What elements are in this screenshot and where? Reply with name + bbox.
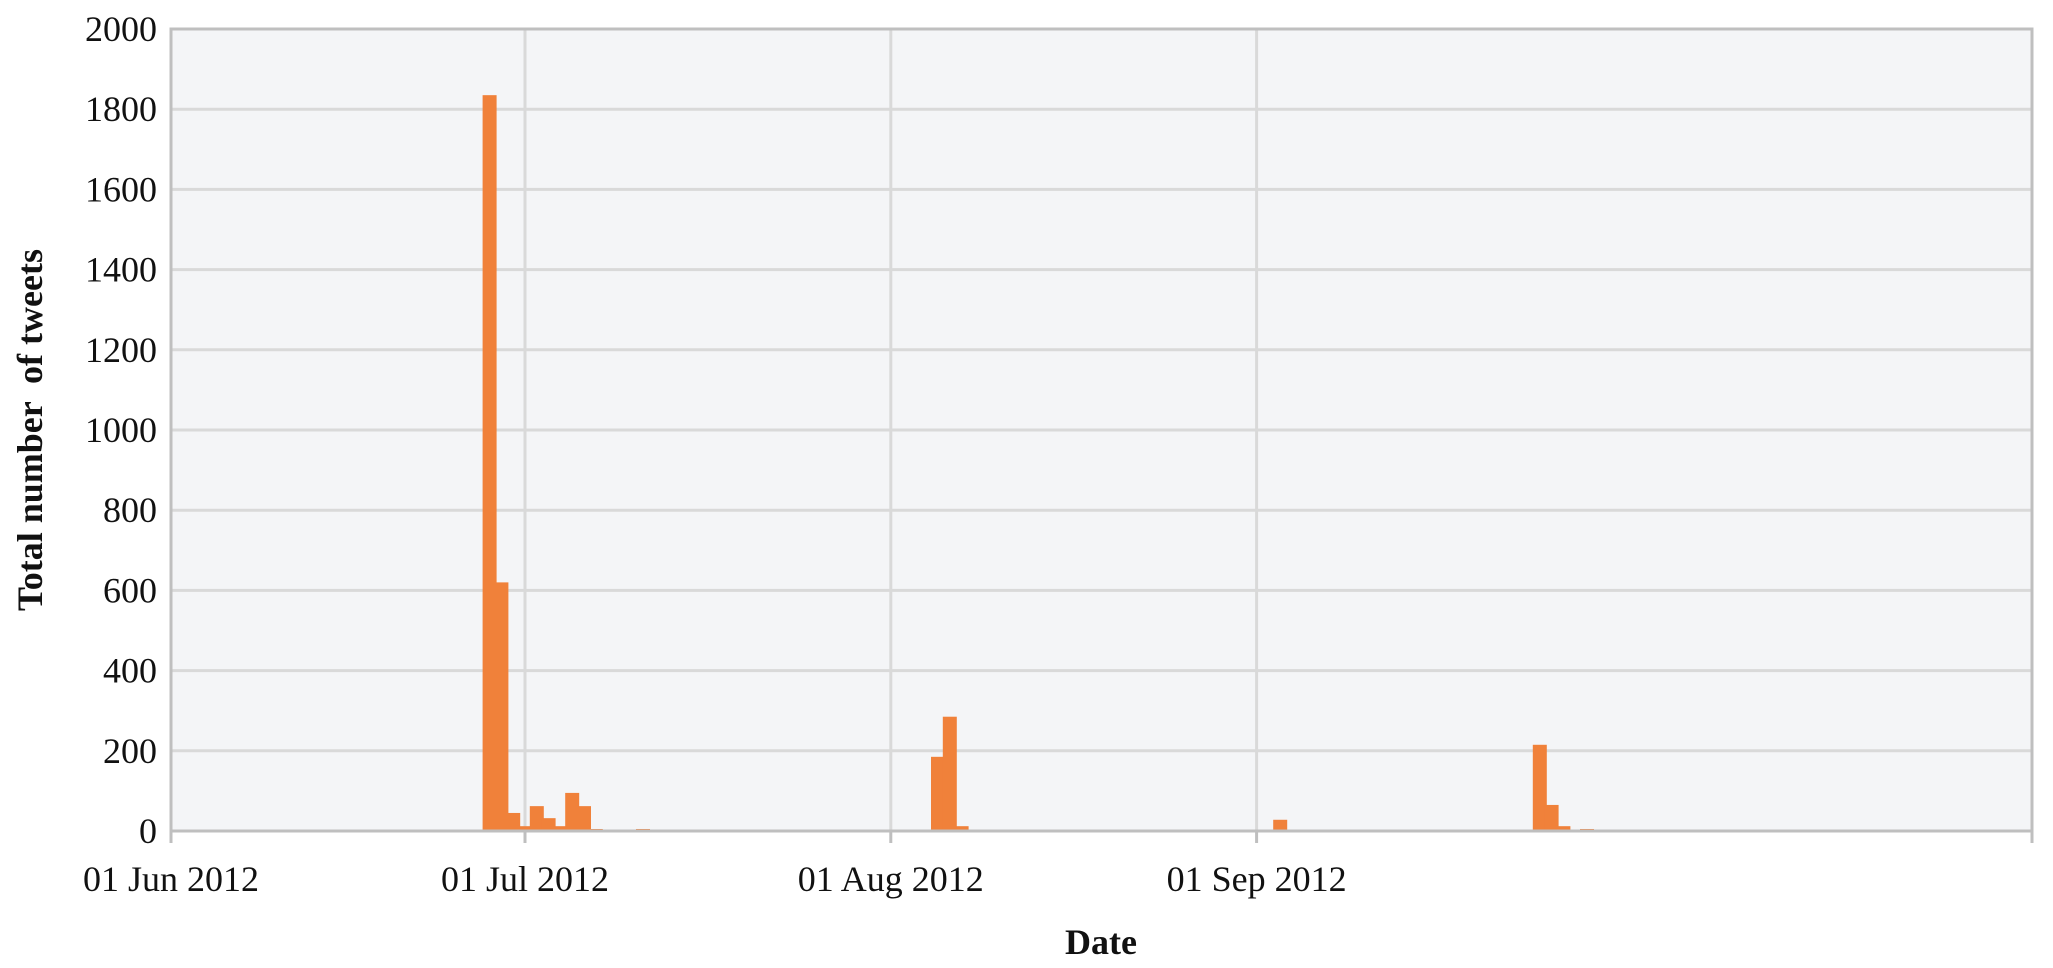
bar	[931, 756, 945, 831]
bar	[541, 818, 556, 831]
bar	[1532, 744, 1547, 831]
y-tick-label: 800	[103, 490, 157, 530]
y-tick-label: 2000	[85, 9, 157, 49]
bar	[1544, 804, 1559, 831]
y-tick-label: 400	[103, 651, 157, 691]
y-tick-label: 1400	[85, 250, 157, 290]
y-tick-label: 1800	[85, 89, 157, 129]
bar	[506, 812, 521, 831]
bar	[518, 826, 532, 831]
y-tick-labels: 0 200 400 600 800 1000 1200 1400 1600 1800 2000	[85, 9, 157, 851]
x-tick-label: 01 Jun 2012	[83, 859, 259, 899]
bar	[482, 95, 497, 832]
y-tick-label: 0	[139, 811, 157, 851]
x-axis-title: Date	[1065, 922, 1137, 962]
y-tick-label: 1000	[85, 410, 157, 450]
bar	[1273, 819, 1288, 831]
y-tick-label: 600	[103, 570, 157, 610]
bar	[494, 582, 509, 831]
x-tick-label: 01 Jul 2012	[441, 859, 609, 899]
y-tick-label: 1600	[85, 169, 157, 209]
bar	[577, 806, 591, 831]
x-tick-label: 01 Sep 2012	[1167, 859, 1347, 899]
bar	[553, 826, 568, 831]
bar	[954, 826, 969, 831]
x-tick-label: 01 Aug 2012	[798, 859, 984, 899]
y-tick-label: 1200	[85, 330, 157, 370]
axes	[169, 27, 2034, 833]
y-axis-title: Total number of tweets	[10, 249, 50, 611]
y-tick-label: 200	[103, 731, 157, 771]
bar	[529, 806, 544, 831]
gridlines	[169, 29, 2034, 843]
bars	[482, 95, 1594, 832]
plot-border	[169, 27, 2034, 833]
bar	[1556, 826, 1571, 831]
bar	[565, 792, 580, 831]
bar	[942, 716, 957, 831]
x-tick-labels: 01 Jun 2012 01 Jul 2012 01 Aug 2012 01 Sep …	[83, 859, 1347, 899]
